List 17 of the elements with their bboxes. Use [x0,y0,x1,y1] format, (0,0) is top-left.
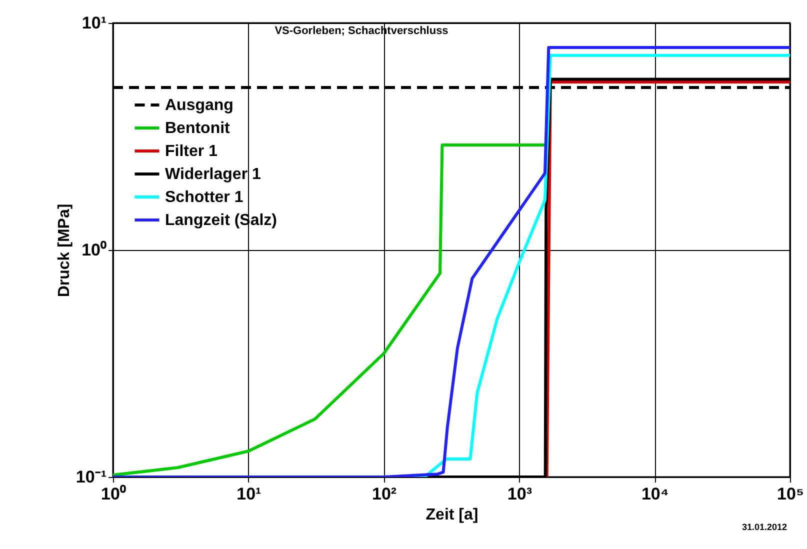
legend-label: Widerlager 1 [165,166,261,183]
legend-label: Bentonit [165,120,231,137]
x-axis-title: Zeit [a] [426,506,478,524]
legend-label: Filter 1 [165,143,218,160]
legend-label: Ausgang [165,97,234,114]
legend-label: Schotter 1 [165,189,244,206]
text: 31.01.2012 [742,522,787,532]
y-tick-label: 10¹ [82,14,107,32]
x-tick-label: 10¹ [236,484,262,504]
y-tick-label: 10⁰ [82,240,106,260]
y-axis-title: Druck [MPa] [56,204,73,298]
x-tick-label: 10⁰ [101,484,126,504]
y-tick-label: 10⁻¹ [76,468,107,486]
x-tick-label: 10³ [507,484,532,504]
x-tick-label: 10⁴ [641,484,669,504]
x-tick-label: 10² [372,484,397,504]
x-tick-label: 10⁵ [777,484,804,504]
